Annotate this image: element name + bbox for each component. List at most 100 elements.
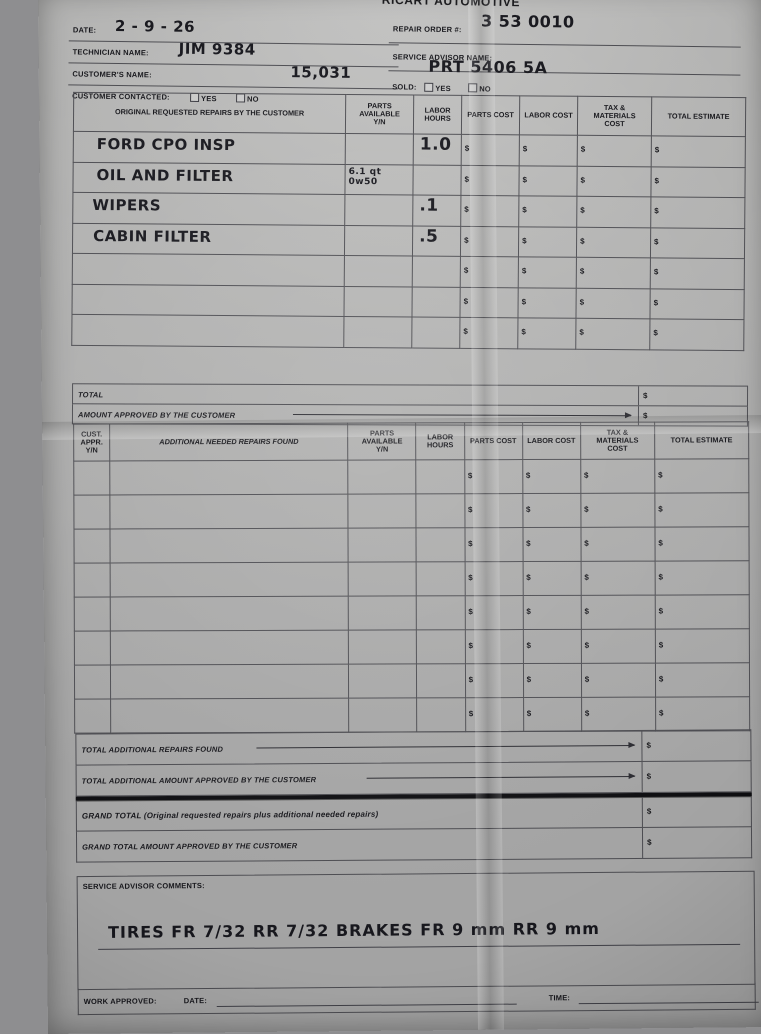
cell-tax-materials-cost[interactable] xyxy=(581,697,655,731)
cell-total-estimate[interactable] xyxy=(651,166,745,197)
approved-date-rule[interactable] xyxy=(217,1004,517,1007)
sold-yes[interactable]: YES xyxy=(424,83,451,93)
cell-total-estimate[interactable] xyxy=(650,227,744,258)
table-row[interactable] xyxy=(75,697,750,733)
cell-parts-available[interactable] xyxy=(348,528,416,562)
cell-cust-appr[interactable] xyxy=(75,699,111,733)
cell-cust-appr[interactable] xyxy=(74,665,110,699)
cell-labor-hours[interactable] xyxy=(417,596,465,630)
table-row[interactable] xyxy=(74,629,749,665)
cell-parts-cost[interactable] xyxy=(461,165,519,196)
approved-time-rule[interactable] xyxy=(579,1002,759,1004)
cell-tax-materials-cost[interactable] xyxy=(576,318,650,349)
cell-labor-hours[interactable] xyxy=(416,528,464,562)
cell-tax-materials-cost[interactable] xyxy=(581,493,655,527)
table-row[interactable] xyxy=(74,527,749,563)
cell-labor-cost[interactable] xyxy=(519,135,577,166)
cell-labor-cost[interactable] xyxy=(523,663,581,697)
cell-parts-cost[interactable] xyxy=(465,528,523,562)
cell-parts-available[interactable] xyxy=(348,460,416,494)
cell-labor-cost[interactable] xyxy=(519,165,577,196)
cell-total-estimate[interactable] xyxy=(655,697,749,731)
repair-order-value[interactable]: 3 53 0010 xyxy=(481,11,575,31)
cell-repair-description[interactable] xyxy=(110,562,348,597)
cell-repair-description[interactable] xyxy=(111,698,349,733)
cell-parts-cost[interactable] xyxy=(460,226,518,257)
table-row[interactable] xyxy=(74,595,749,631)
cell-total-estimate[interactable] xyxy=(651,136,745,167)
cell-tax-materials-cost[interactable] xyxy=(581,595,655,629)
cell-tax-materials-cost[interactable] xyxy=(577,135,651,166)
cell-repair-description[interactable] xyxy=(72,314,344,347)
cell-parts-cost[interactable] xyxy=(460,287,518,318)
table-row[interactable] xyxy=(74,663,749,699)
cell-repair-description[interactable] xyxy=(72,284,344,317)
cell-cust-appr[interactable] xyxy=(74,461,110,495)
cell-labor-cost[interactable] xyxy=(522,493,580,527)
cell-labor-cost[interactable] xyxy=(523,697,581,731)
grand-total-approved-cell[interactable] xyxy=(642,827,751,858)
cell-parts-cost[interactable] xyxy=(461,195,519,226)
cell-tax-materials-cost[interactable] xyxy=(581,663,655,697)
cell-labor-cost[interactable] xyxy=(522,459,580,493)
date-value[interactable]: 2 - 9 - 26 xyxy=(115,17,195,36)
cell-tax-materials-cost[interactable] xyxy=(581,527,655,561)
cell-repair-description[interactable]: OIL AND FILTER xyxy=(73,162,345,195)
table-row[interactable] xyxy=(74,493,749,529)
cell-labor-hours[interactable] xyxy=(412,317,460,348)
cell-total-estimate[interactable] xyxy=(655,663,749,697)
cell-repair-description[interactable] xyxy=(72,253,344,286)
cell-cust-appr[interactable] xyxy=(74,563,110,597)
cell-parts-cost[interactable] xyxy=(460,317,518,348)
cell-repair-description[interactable] xyxy=(110,596,348,631)
cell-parts-available[interactable] xyxy=(349,596,417,630)
cell-parts-cost[interactable] xyxy=(464,494,522,528)
cell-tax-materials-cost[interactable] xyxy=(581,629,655,663)
cell-cust-appr[interactable] xyxy=(74,495,110,529)
cell-labor-cost[interactable] xyxy=(523,595,581,629)
table-row[interactable] xyxy=(74,561,749,597)
cell-labor-hours[interactable] xyxy=(416,494,464,528)
cell-total-estimate[interactable] xyxy=(655,629,749,663)
cell-parts-available[interactable]: 6.1 qt 0w50 xyxy=(345,164,413,195)
cell-total-estimate[interactable] xyxy=(655,459,749,493)
cell-total-estimate[interactable] xyxy=(655,527,749,561)
cell-labor-cost[interactable] xyxy=(523,561,581,595)
cell-cust-appr[interactable] xyxy=(74,529,110,563)
total-amount-cell[interactable] xyxy=(638,386,747,405)
cell-parts-cost[interactable] xyxy=(465,630,523,664)
cell-labor-hours[interactable]: .1 xyxy=(413,195,461,226)
cell-repair-description[interactable] xyxy=(110,630,348,665)
cell-parts-available[interactable] xyxy=(348,562,416,596)
cell-tax-materials-cost[interactable] xyxy=(576,227,650,258)
cell-parts-available[interactable] xyxy=(344,286,412,317)
table-row[interactable] xyxy=(74,459,749,495)
cell-parts-cost[interactable] xyxy=(465,596,523,630)
cell-labor-cost[interactable] xyxy=(518,318,576,349)
service-advisor-comments[interactable]: SERVICE ADVISOR COMMENTS: TIRES FR 7/32 … xyxy=(77,871,756,990)
table-row[interactable] xyxy=(72,314,744,350)
cell-repair-description[interactable]: CABIN FILTER xyxy=(72,223,344,256)
cell-repair-description[interactable]: FORD CPO INSP xyxy=(73,131,345,164)
cell-tax-materials-cost[interactable] xyxy=(576,288,650,319)
cell-total-estimate[interactable] xyxy=(655,561,749,595)
cell-labor-hours[interactable]: 1.0 xyxy=(413,134,461,165)
cell-labor-hours[interactable] xyxy=(417,562,465,596)
cell-tax-materials-cost[interactable] xyxy=(577,196,651,227)
cell-labor-cost[interactable] xyxy=(519,196,577,227)
cell-labor-hours[interactable] xyxy=(417,664,465,698)
cell-labor-hours[interactable]: .5 xyxy=(412,225,460,256)
cell-repair-description[interactable] xyxy=(110,528,348,563)
cell-total-estimate[interactable] xyxy=(651,197,745,228)
cell-parts-available[interactable] xyxy=(349,698,417,732)
cell-parts-available[interactable] xyxy=(344,255,412,286)
cell-labor-hours[interactable] xyxy=(417,698,465,732)
cell-labor-hours[interactable] xyxy=(413,164,461,195)
cell-total-estimate[interactable] xyxy=(650,258,744,289)
cell-parts-available[interactable] xyxy=(349,664,417,698)
cell-labor-hours[interactable] xyxy=(412,256,460,287)
cell-parts-cost[interactable] xyxy=(465,698,523,732)
cell-cust-appr[interactable] xyxy=(74,597,110,631)
cell-labor-cost[interactable] xyxy=(523,527,581,561)
cell-parts-cost[interactable] xyxy=(461,134,519,165)
